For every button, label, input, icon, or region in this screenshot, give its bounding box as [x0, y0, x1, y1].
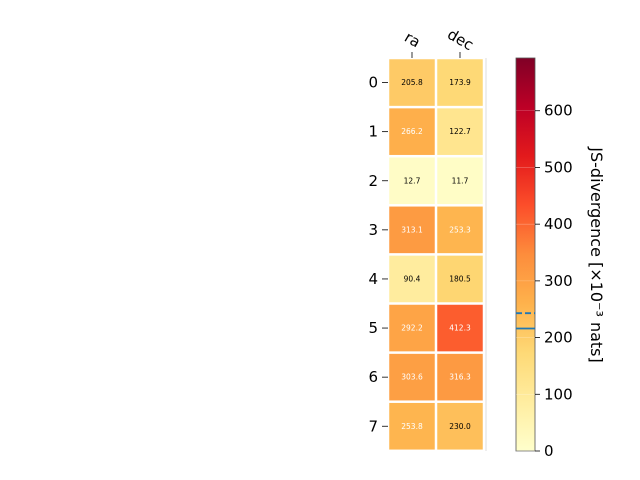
row-label: 0 [368, 74, 378, 92]
heatmap-cell [437, 304, 483, 352]
colorbar-gradient [515, 57, 536, 452]
colorbar-reference-lines [516, 312, 535, 330]
heatmap-cell [437, 402, 483, 450]
heatmap-cell [389, 206, 435, 254]
cell-value-label: 11.7 [452, 176, 469, 185]
heatmap-cell [389, 255, 435, 303]
heatmap-cell [437, 108, 483, 155]
column-label: ra [401, 28, 423, 51]
colorbar-tick-label: 200 [544, 329, 573, 347]
colorbar-tick-label: 0 [544, 442, 554, 460]
cell-value-label: 180.5 [449, 274, 471, 283]
cell-value-label: 316.3 [449, 373, 471, 382]
colorbar-tick-label: 600 [544, 102, 573, 120]
cell-value-label: 230.0 [449, 422, 471, 431]
row-label: 5 [368, 319, 378, 337]
heatmap-cell [437, 255, 483, 303]
colorbar: 0 100 200 300 400 500 600 [515, 57, 573, 460]
heatmap-cell [437, 206, 483, 254]
heatmap-cell [437, 157, 483, 205]
row-label: 2 [368, 172, 378, 190]
heatmap-cell [389, 59, 435, 106]
cell-value-label: 90.4 [404, 274, 421, 283]
row-label: 3 [368, 221, 378, 239]
colorbar-label: JS-divergence [×10⁻³ nats] [587, 146, 606, 362]
heatmap-cell [389, 353, 435, 401]
heatmap-cells: 205.8 173.9 266.2 122.7 12.7 11.7 313.1 253.3 90… [389, 59, 483, 450]
heatmap-cell [437, 353, 483, 401]
cell-value-label: 12.7 [404, 176, 421, 185]
heatmap-cell [389, 108, 435, 155]
colorbar-ticks: 0 100 200 300 400 500 600 [516, 102, 573, 460]
cell-value-label: 253.8 [401, 422, 423, 431]
row-label: 6 [368, 368, 378, 386]
row-label: 1 [368, 123, 378, 141]
heatmap-cell [437, 59, 483, 106]
column-label: dec [444, 25, 476, 54]
cell-value-label: 303.6 [401, 373, 423, 382]
colorbar-tick-label: 100 [544, 385, 573, 403]
heatmap-cell [389, 402, 435, 450]
heatmap-cell [389, 157, 435, 205]
cell-value-label: 266.2 [401, 127, 423, 136]
cell-value-label: 122.7 [449, 127, 471, 136]
cell-value-label: 313.1 [401, 225, 423, 234]
cell-value-label: 253.3 [449, 225, 471, 234]
cell-value-label: 205.8 [401, 78, 423, 87]
colorbar-tick-label: 300 [544, 272, 573, 290]
row-label: 4 [368, 270, 378, 288]
colorbar-tick-label: 500 [544, 158, 573, 176]
row-label: 7 [368, 417, 378, 435]
cell-value-label: 412.3 [449, 324, 471, 333]
cell-value-label: 173.9 [449, 78, 471, 87]
column-labels: ra dec [401, 25, 477, 58]
colorbar-tick-label: 400 [544, 215, 573, 233]
row-labels: 0 1 2 3 4 5 6 7 [368, 74, 388, 435]
heatmap-cell [389, 304, 435, 352]
cell-value-label: 292.2 [401, 324, 423, 333]
